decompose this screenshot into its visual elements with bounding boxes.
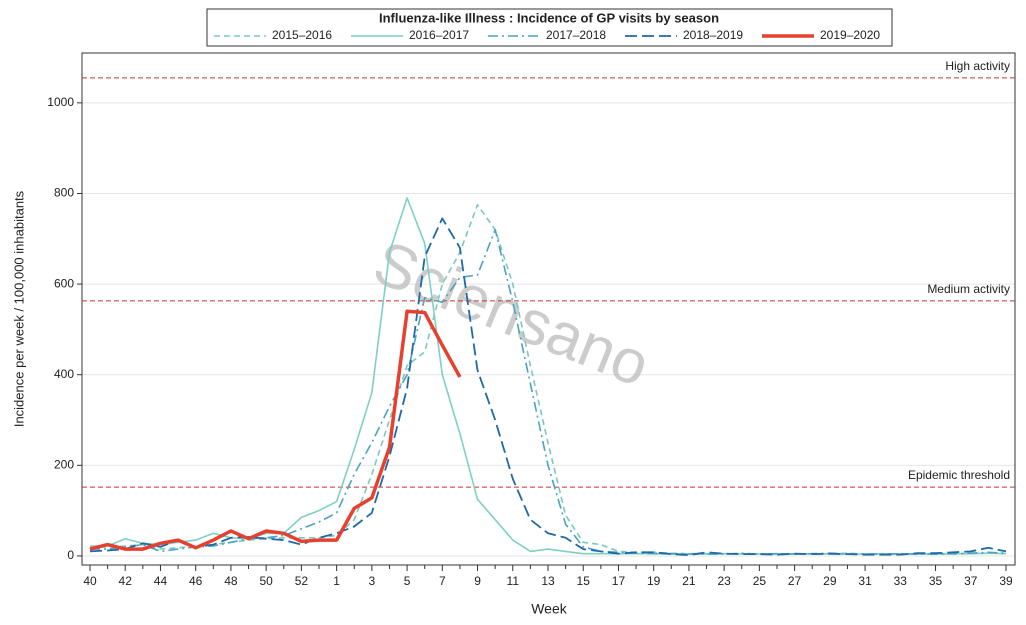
y-tick-label: 600 xyxy=(54,276,74,290)
chart-title: Influenza-like Illness : Incidence of GP… xyxy=(379,10,719,25)
threshold-label: Epidemic threshold xyxy=(908,468,1010,482)
x-tick-label: 13 xyxy=(541,574,555,588)
x-tick-label: 3 xyxy=(369,574,376,588)
legend-label: 2016–2017 xyxy=(409,28,469,42)
threshold-label: Medium activity xyxy=(927,282,1010,296)
x-tick-label: 44 xyxy=(154,574,168,588)
legend-label: 2018–2019 xyxy=(683,28,743,42)
y-axis-label: Incidence per week / 100,000 inhabitants xyxy=(11,190,26,427)
x-tick-label: 37 xyxy=(964,574,978,588)
x-tick-label: 15 xyxy=(577,574,591,588)
y-tick-label: 0 xyxy=(67,548,74,562)
x-tick-label: 7 xyxy=(439,574,446,588)
series-line xyxy=(90,228,1007,555)
y-tick-label: 400 xyxy=(54,367,74,381)
y-tick-label: 1000 xyxy=(47,95,74,109)
x-tick-label: 50 xyxy=(259,574,273,588)
x-tick-label: 33 xyxy=(894,574,908,588)
y-tick-label: 200 xyxy=(54,457,74,471)
x-tick-label: 40 xyxy=(83,574,97,588)
x-tick-label: 52 xyxy=(295,574,309,588)
x-tick-label: 46 xyxy=(189,574,203,588)
series-line xyxy=(90,197,1007,555)
x-tick-label: 48 xyxy=(224,574,238,588)
legend-label: 2015–2016 xyxy=(272,28,332,42)
x-axis-label: Week xyxy=(531,601,568,617)
x-tick-label: 31 xyxy=(858,574,872,588)
x-tick-label: 11 xyxy=(507,574,520,588)
series-line xyxy=(89,217,1007,556)
x-tick-label: 35 xyxy=(929,574,943,588)
x-tick-label: 29 xyxy=(823,574,837,588)
legend-label: 2019–2020 xyxy=(820,28,880,42)
series-line xyxy=(89,309,462,551)
x-tick-label: 17 xyxy=(612,574,626,588)
x-tick-label: 27 xyxy=(788,574,802,588)
x-tick-label: 19 xyxy=(647,574,661,588)
threshold-label: High activity xyxy=(945,59,1010,73)
legend-label: 2017–2018 xyxy=(546,28,606,42)
y-tick-label: 800 xyxy=(54,186,74,200)
x-tick-label: 21 xyxy=(682,574,696,588)
legend-box xyxy=(206,8,893,47)
x-tick-label: 42 xyxy=(119,574,133,588)
x-tick-label: 9 xyxy=(474,574,481,588)
x-tick-label: 23 xyxy=(717,574,731,588)
x-tick-label: 5 xyxy=(404,574,411,588)
series-line xyxy=(90,204,1007,555)
x-tick-label: 25 xyxy=(753,574,767,588)
x-tick-label: 39 xyxy=(999,574,1013,588)
x-tick-label: 1 xyxy=(333,574,340,588)
